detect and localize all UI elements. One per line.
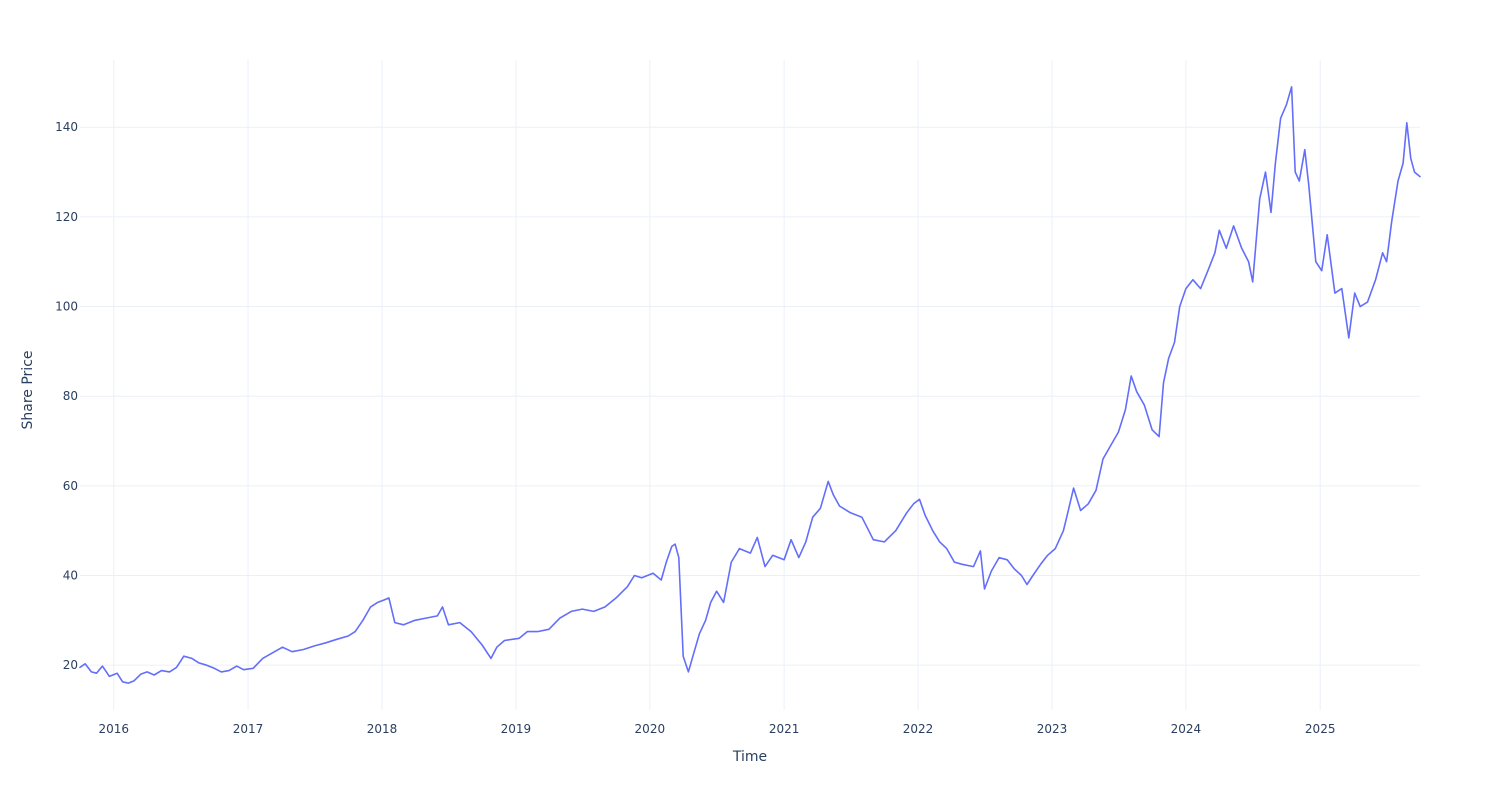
y-tick-label: 20 xyxy=(63,658,78,672)
y-axis-title: Share Price xyxy=(20,350,36,429)
x-tick-label: 2016 xyxy=(98,722,129,736)
y-tick-label: 100 xyxy=(55,300,78,314)
x-tick-label: 2022 xyxy=(903,722,934,736)
y-tick-label: 40 xyxy=(63,569,78,583)
x-tick-label: 2017 xyxy=(233,722,264,736)
y-tick-labels: 20 40 60 80 100 120 140 xyxy=(55,120,78,672)
x-tick-label: 2018 xyxy=(367,722,398,736)
series-layer xyxy=(79,86,1421,684)
x-tick-label: 2024 xyxy=(1171,722,1202,736)
y-tick-label: 60 xyxy=(63,479,78,493)
x-tick-label: 2019 xyxy=(501,722,532,736)
share-price-line xyxy=(79,86,1421,684)
x-tick-label: 2020 xyxy=(635,722,666,736)
y-tick-label: 80 xyxy=(63,389,78,403)
x-gridlines xyxy=(113,60,1321,710)
x-tick-labels: 2016 2017 2018 2019 2020 2021 2022 2023 2024 2025 xyxy=(98,722,1335,736)
y-gridlines xyxy=(80,126,1420,666)
x-tick-label: 2025 xyxy=(1305,722,1336,736)
y-tick-label: 120 xyxy=(55,210,78,224)
y-tick-label: 140 xyxy=(55,120,78,134)
x-tick-label: 2021 xyxy=(769,722,800,736)
x-tick-label: 2023 xyxy=(1037,722,1068,736)
x-axis-title: Time xyxy=(732,749,767,765)
